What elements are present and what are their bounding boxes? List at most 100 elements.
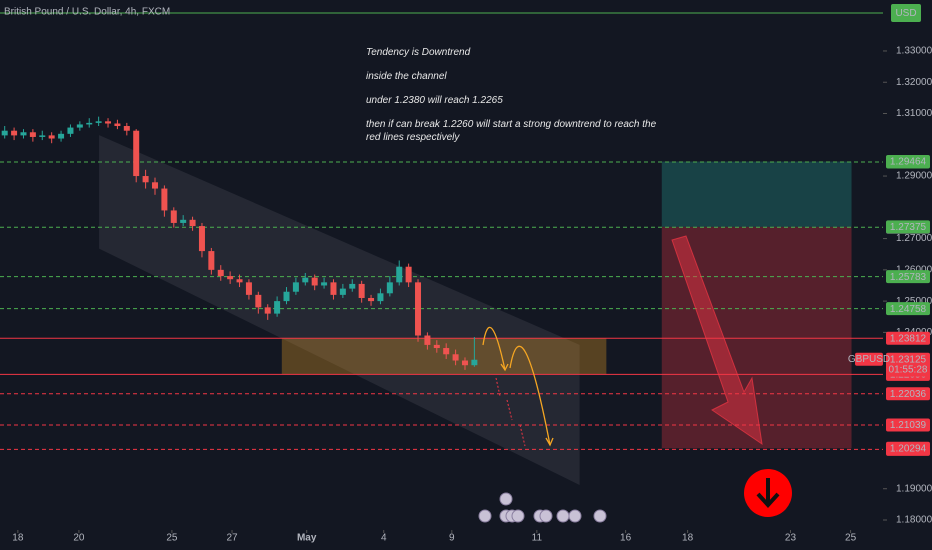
annotation: Tendency is Downtrend <box>366 47 471 58</box>
candle-body <box>161 188 168 211</box>
profit-zone <box>661 161 852 227</box>
y-tick-label: 1.29000 <box>896 171 932 182</box>
event-flags <box>478 492 607 523</box>
candle-body <box>321 282 328 286</box>
price-badge-label: 1.24758 <box>890 304 927 315</box>
x-tick-label: 20 <box>73 533 85 544</box>
y-tick-label: 1.25000 <box>896 296 932 307</box>
candle-body <box>452 354 459 361</box>
candle-body <box>339 288 346 295</box>
candle-body <box>170 210 177 223</box>
candle-body <box>123 126 130 131</box>
y-tick-label: 1.27000 <box>896 233 932 244</box>
candle-body <box>283 291 290 302</box>
symbol-badge <box>855 352 883 366</box>
candle-body <box>302 277 309 283</box>
candle-body <box>227 276 234 280</box>
candle-body <box>151 182 158 189</box>
candle-body <box>180 219 187 223</box>
x-tick-label: 9 <box>449 533 455 544</box>
x-tick-label: 25 <box>166 533 178 544</box>
candle-body <box>424 335 431 345</box>
candle-body <box>142 176 149 183</box>
candle-body <box>105 121 112 124</box>
x-tick-label: 27 <box>226 533 238 544</box>
candle-body <box>396 266 403 283</box>
annotation: inside the channel <box>366 71 447 82</box>
price-badge-label: 1.29464 <box>890 157 927 168</box>
y-tick-label: 1.31000 <box>896 108 932 119</box>
candle-body <box>48 135 55 139</box>
symbol-label: GBPUSD <box>848 354 890 365</box>
candle-body <box>95 121 102 123</box>
price-badge-label: 1.25783 <box>890 272 927 283</box>
candle-body <box>133 130 140 177</box>
y-tick-label: 1.26000 <box>896 264 932 275</box>
candle-body <box>377 293 384 302</box>
currency-badge <box>891 4 921 22</box>
candle-body <box>443 348 450 355</box>
candle-body <box>415 282 422 336</box>
x-tick-label: 23 <box>785 533 797 544</box>
price-badge <box>886 155 930 169</box>
candle-body <box>471 359 478 366</box>
current-price-badge <box>886 352 930 377</box>
current-price: 1.23125 <box>890 354 927 365</box>
annotation: then if can break 1.2260 will start a st… <box>366 119 657 143</box>
candle-body <box>11 130 18 136</box>
candle-body <box>461 360 468 366</box>
x-tick-label: 25 <box>845 533 857 544</box>
candle-body <box>39 135 46 137</box>
price-badge <box>886 270 930 284</box>
price-badge <box>886 441 930 455</box>
price-badge-label: 1.20294 <box>890 443 927 454</box>
candle-body <box>368 297 375 302</box>
candle-body <box>386 282 393 294</box>
price-badge-label: 1.27375 <box>890 222 927 233</box>
candle-body <box>405 266 412 283</box>
x-tick-label: 11 <box>532 533 543 544</box>
candle-body <box>20 132 27 136</box>
drawings <box>0 12 883 485</box>
currency-label: USD <box>895 8 916 19</box>
down-icon-arrow <box>756 478 780 508</box>
y-tick-label: 1.19000 <box>896 483 932 494</box>
big-down-arrow <box>671 235 763 446</box>
candle-body <box>114 123 121 127</box>
candle-body <box>208 251 215 270</box>
support-zone <box>281 338 607 375</box>
x-tick-label: 4 <box>381 533 387 544</box>
chart-title: British Pound / U.S. Dollar, 4h, FXCM <box>4 7 170 18</box>
price-badge <box>886 220 930 234</box>
candle-body <box>274 301 281 314</box>
candle-body <box>349 283 356 289</box>
x-tick-label: 18 <box>682 533 694 544</box>
candle-body <box>255 294 262 308</box>
orange-arrow <box>509 345 551 446</box>
candle-body <box>86 122 93 125</box>
y-tick-label: 1.18000 <box>896 515 932 526</box>
arrow-head <box>500 363 509 372</box>
candle-body <box>29 132 36 137</box>
candle-body <box>58 133 65 139</box>
x-tick-label: May <box>297 533 317 544</box>
candle-body <box>1 130 8 136</box>
candle-body <box>217 269 224 277</box>
candle-body <box>67 127 74 134</box>
orange-arrow <box>482 326 506 371</box>
candle-body <box>264 307 271 314</box>
candle-body <box>311 277 318 286</box>
y-tick-label: 1.32000 <box>896 77 932 88</box>
price-badge-label: 1.21039 <box>890 420 927 431</box>
overlays: British Pound / U.S. Dollar, 4h, FXCM <box>4 7 792 523</box>
price-badge <box>886 302 930 316</box>
price-badge-label: 1.22036 <box>890 389 927 400</box>
price-badge-label: 1.23812 <box>890 333 927 344</box>
candle-body <box>198 226 205 252</box>
red-arrows <box>495 377 526 447</box>
candle-body <box>245 282 252 295</box>
countdown: 01:55:28 <box>889 364 928 375</box>
